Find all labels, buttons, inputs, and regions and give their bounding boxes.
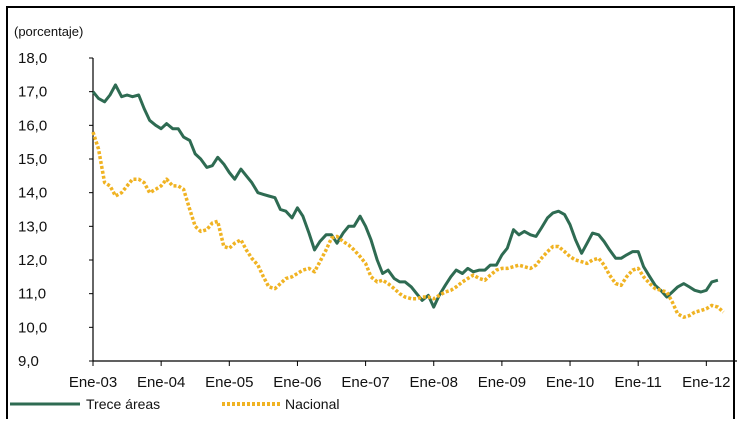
x-tick-label: Ene-05 bbox=[205, 374, 253, 391]
x-tick-labels: Ene-03 Ene-04 Ene-05 Ene-06 Ene-07 Ene-08 Ene-… bbox=[69, 374, 731, 391]
x-tick-label: Ene-04 bbox=[137, 374, 185, 391]
y-tick-label: 15,0 bbox=[18, 151, 47, 168]
x-tick-label: Ene-12 bbox=[682, 374, 730, 391]
y-tick-label: 16,0 bbox=[18, 117, 47, 134]
y-tick-label: 11,0 bbox=[18, 286, 46, 303]
y-tick-label: 14,0 bbox=[18, 185, 47, 202]
x-tick-label: Ene-08 bbox=[410, 374, 458, 391]
x-tick-label: Ene-10 bbox=[546, 374, 594, 391]
y-tick-label: 9,0 bbox=[18, 353, 39, 370]
chart-frame bbox=[6, 6, 735, 419]
y-tick-labels: 9,0 10,0 11,0 12,0 13,0 14,0 15,0 16,0 17,0 18,0 bbox=[18, 50, 47, 370]
legend-label: Nacional bbox=[285, 396, 339, 412]
x-tick-label: Ene-06 bbox=[273, 374, 321, 391]
series-lines bbox=[91, 83, 725, 319]
x-tick-label: Ene-07 bbox=[341, 374, 389, 391]
y-tick-label: 13,0 bbox=[18, 218, 47, 235]
y-tick-label: 18,0 bbox=[18, 50, 47, 67]
axes bbox=[89, 57, 737, 366]
y-tick-label: 17,0 bbox=[18, 84, 47, 101]
series-line-trece-areas bbox=[91, 83, 719, 309]
y-axis-label: (porcentaje) bbox=[14, 24, 83, 39]
series-line-nacional bbox=[91, 131, 725, 319]
x-tick-label: Ene-09 bbox=[478, 374, 526, 391]
y-tick-label: 10,0 bbox=[18, 319, 47, 336]
x-tick-label: Ene-11 bbox=[615, 374, 662, 391]
legend-label: Trece áreas bbox=[86, 396, 160, 412]
y-tick-label: 12,0 bbox=[18, 252, 47, 269]
legend: Trece áreas Nacional bbox=[10, 396, 339, 412]
x-tick-label: Ene-03 bbox=[69, 374, 117, 391]
